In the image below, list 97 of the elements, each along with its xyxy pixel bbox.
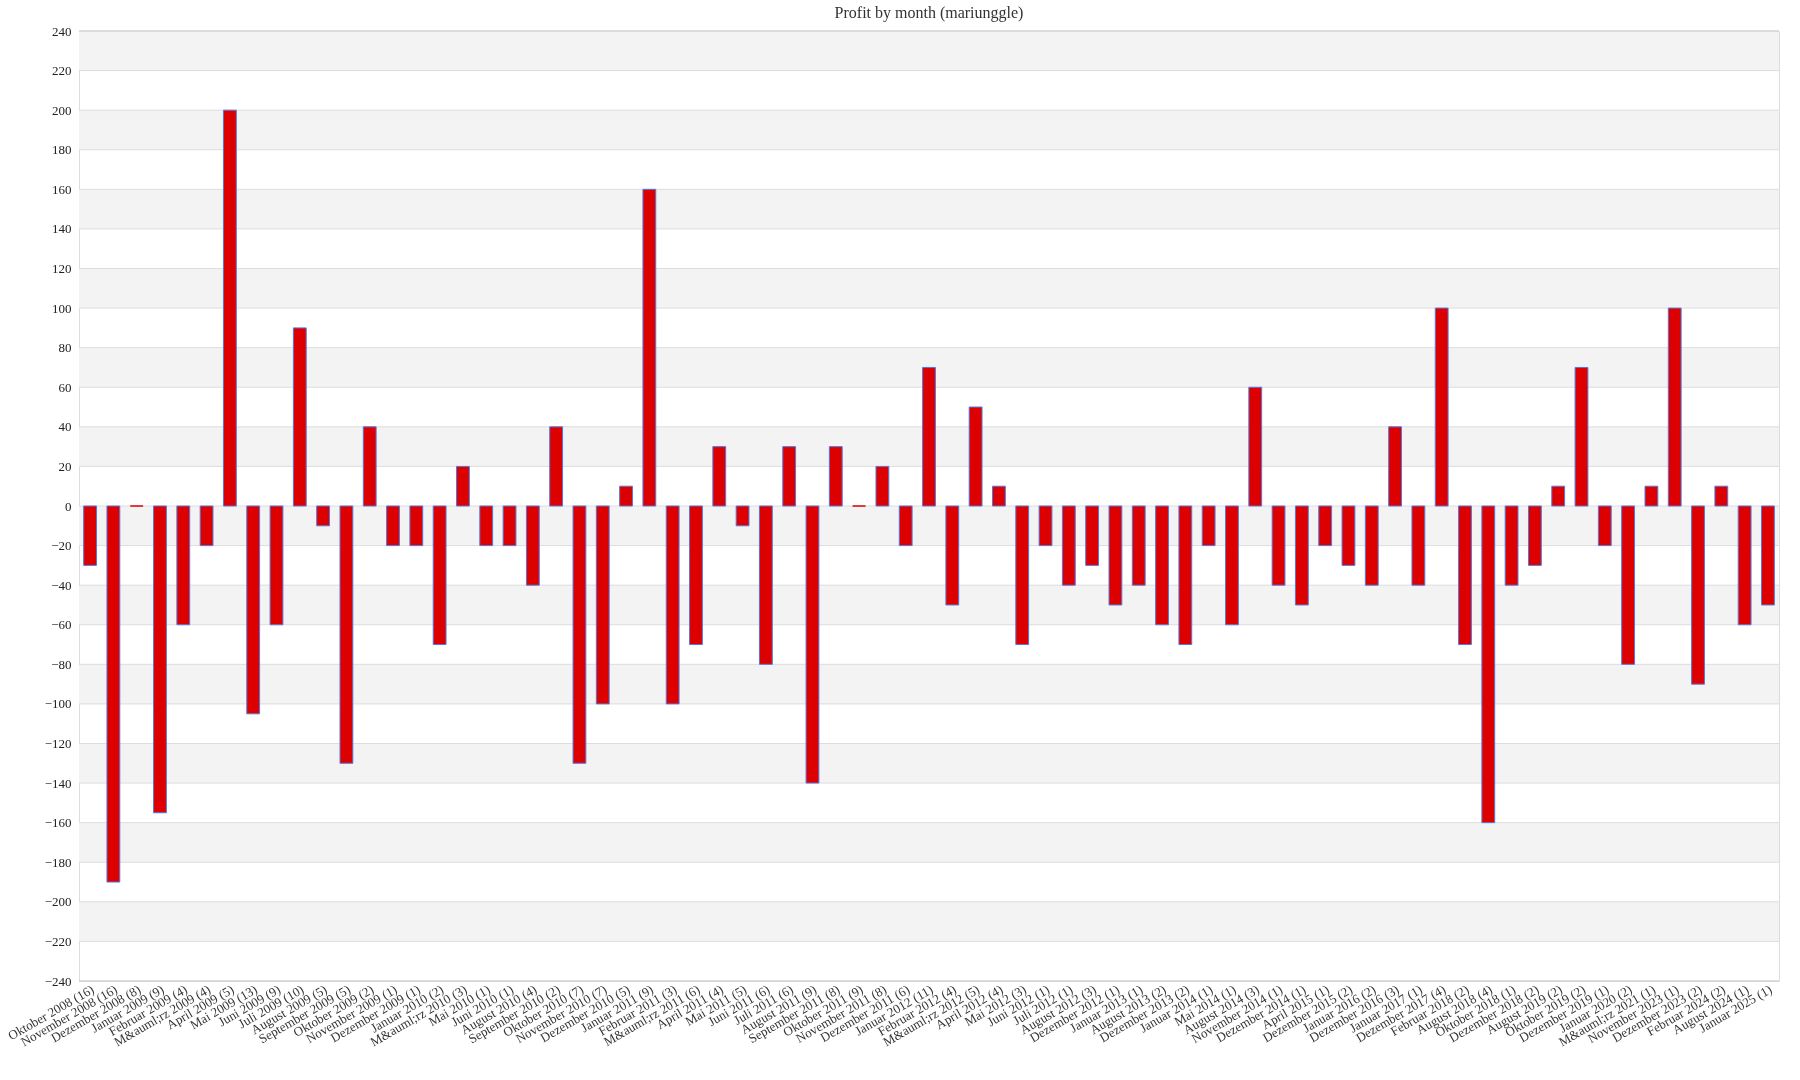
- y-tick-label: 160: [52, 181, 72, 197]
- y-tick-label: −100: [44, 696, 72, 712]
- bar: [525, 505, 540, 586]
- bar: [479, 505, 494, 547]
- bar: [1061, 505, 1076, 586]
- y-tick-label: −60: [51, 617, 72, 633]
- bar: [1388, 426, 1402, 507]
- bar: [1434, 307, 1449, 507]
- y-tick-label: −140: [44, 775, 72, 791]
- bar: [106, 505, 121, 883]
- bar: [689, 505, 703, 646]
- bar: [1108, 505, 1123, 606]
- bar: [549, 426, 564, 507]
- y-tick-label: −80: [51, 656, 72, 672]
- bar: [339, 505, 354, 764]
- bar: [1364, 505, 1379, 586]
- bar: [1131, 505, 1146, 586]
- y-tick-label: −20: [51, 538, 72, 554]
- y-tick-label: 20: [58, 458, 72, 474]
- bar: [1411, 505, 1426, 586]
- bar: [968, 406, 983, 507]
- chart-title: Profit by month (mariunggle): [834, 4, 1024, 22]
- y-tick-label: 60: [58, 379, 72, 395]
- bar: [1644, 485, 1659, 507]
- bar: [1504, 505, 1519, 586]
- y-tick-label: 80: [58, 340, 72, 356]
- bar: [1341, 505, 1356, 566]
- bar: [1621, 505, 1636, 665]
- bar: [1178, 505, 1193, 646]
- bar: [1761, 505, 1775, 606]
- bar: [712, 446, 727, 507]
- bar: [1201, 505, 1216, 547]
- y-tick-label: −240: [44, 973, 72, 989]
- bar: [1248, 386, 1263, 507]
- bar: [222, 109, 237, 507]
- bar: [642, 188, 657, 507]
- y-tick-label: −160: [44, 815, 72, 831]
- bar: [1574, 366, 1589, 507]
- bar: [805, 505, 820, 784]
- bar: [456, 465, 470, 507]
- y-tick-label: −40: [51, 577, 72, 593]
- bar: [1714, 485, 1729, 507]
- bar: [735, 505, 750, 527]
- bar: [922, 366, 936, 507]
- bar: [992, 485, 1006, 507]
- y-tick-label: 140: [52, 221, 72, 237]
- bar: [828, 446, 843, 507]
- bar: [176, 505, 191, 626]
- bar: [502, 505, 517, 547]
- y-tick-label: 180: [52, 142, 72, 158]
- y-tick-label: −120: [44, 736, 72, 751]
- bar: [595, 505, 610, 705]
- bar: [758, 505, 773, 665]
- y-tick-label: 40: [58, 419, 72, 435]
- y-tick-label: 0: [65, 498, 72, 514]
- bar: [619, 485, 633, 507]
- y-tick-label: −200: [44, 894, 72, 910]
- bar: [782, 446, 797, 507]
- y-tick-label: 120: [52, 261, 72, 276]
- bar: [1155, 505, 1169, 626]
- bar: [572, 505, 587, 764]
- y-tick-label: −220: [44, 933, 72, 949]
- bar: [875, 465, 890, 507]
- bar: [665, 505, 680, 705]
- bar: [898, 505, 913, 547]
- bar: [409, 505, 424, 547]
- bar: [1551, 485, 1566, 507]
- bar: [1318, 505, 1333, 547]
- bar: [1225, 505, 1239, 626]
- bar: [386, 505, 400, 547]
- bar: [1038, 505, 1053, 547]
- bar: [153, 505, 167, 814]
- y-tick-label: 220: [52, 63, 72, 79]
- bar: [432, 505, 447, 646]
- bar: [1667, 307, 1682, 507]
- bar: [1527, 505, 1542, 566]
- bar: [199, 505, 214, 547]
- y-tick-label: −180: [44, 854, 72, 870]
- bar: [362, 426, 377, 507]
- y-tick-label: 240: [52, 23, 72, 39]
- y-tick-label: 200: [52, 102, 72, 118]
- bar: [1481, 505, 1496, 824]
- bar: [246, 505, 261, 715]
- bar: [1085, 505, 1100, 566]
- bar: [1271, 505, 1286, 586]
- bar: [316, 505, 331, 527]
- bar: [1597, 505, 1612, 547]
- bar: [83, 505, 97, 566]
- bar: [945, 505, 960, 606]
- y-tick-label: 100: [52, 300, 72, 316]
- bar: [269, 505, 284, 626]
- bar: [1691, 505, 1705, 685]
- bar: [1015, 505, 1030, 646]
- bar: [1458, 505, 1472, 646]
- bar: [1737, 505, 1752, 626]
- bar: [292, 327, 307, 507]
- bar: [1294, 505, 1309, 606]
